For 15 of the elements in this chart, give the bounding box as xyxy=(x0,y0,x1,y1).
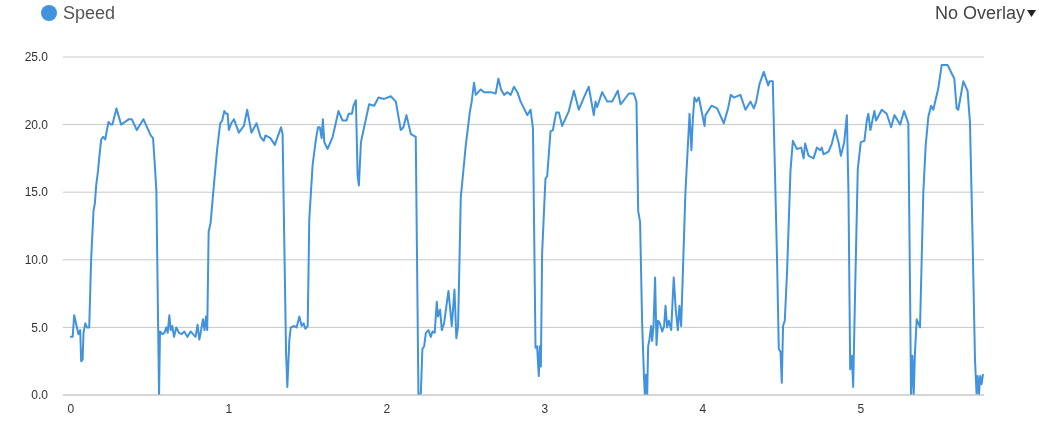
x-tick-label: 4 xyxy=(699,401,707,416)
x-tick-label: 0 xyxy=(67,401,75,416)
y-tick-label: 0.0 xyxy=(31,388,49,403)
text: No Overlay xyxy=(934,3,1025,23)
legend-label: Speed xyxy=(63,3,116,23)
x-tick-label: 1 xyxy=(225,401,233,416)
y-tick-label: 10.0 xyxy=(24,253,49,268)
y-tick-label: 25.0 xyxy=(24,50,49,65)
line-series xyxy=(69,64,984,395)
y-tick-label: 5.0 xyxy=(31,320,49,335)
x-tick-label: 5 xyxy=(857,401,865,416)
y-tick-label: 20.0 xyxy=(24,117,49,132)
y-tick-label: 15.0 xyxy=(24,185,49,200)
x-tick-label: 2 xyxy=(383,401,391,416)
x-tick-label: 3 xyxy=(541,401,549,416)
